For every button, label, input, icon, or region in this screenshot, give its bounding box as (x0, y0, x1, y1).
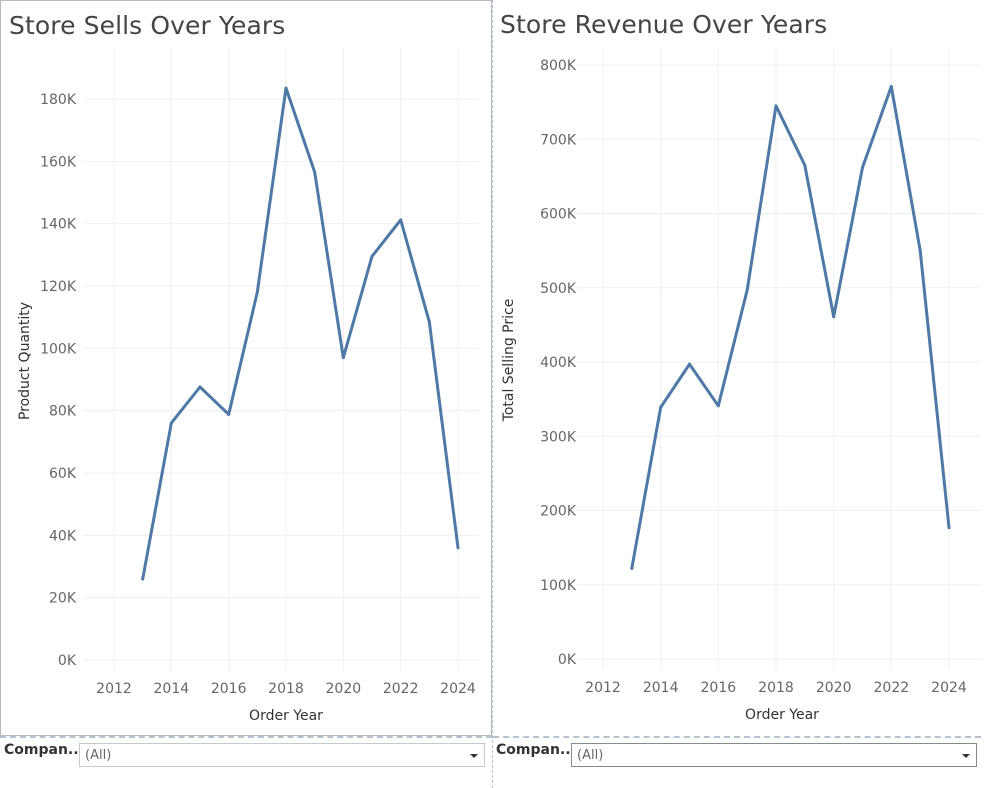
sells-chart-panel: Store Sells Over Years 0K 20K 40K 60K 80K 100… (0, 0, 492, 736)
x-tick-label: 2016 (701, 680, 737, 696)
y-tick-label: 180K (40, 92, 77, 108)
company-filter-dropdown[interactable]: (All) (79, 743, 485, 767)
x-tick-label: 2014 (154, 681, 190, 697)
y-tick-label: 300K (540, 429, 577, 445)
y-tick-label: 500K (540, 281, 577, 297)
x-tick-label: 2024 (931, 680, 967, 696)
y-tick-label: 80K (49, 404, 77, 420)
y-tick-label: 800K (540, 58, 577, 74)
y-tick-label: 100K (540, 578, 577, 594)
data-point (370, 254, 374, 258)
data-point (284, 86, 288, 90)
data-point (456, 546, 460, 550)
y-tick-label: 700K (540, 132, 577, 148)
y-axis-title: Product Quantity (17, 302, 33, 420)
x-tick-label: 2024 (440, 681, 476, 697)
company-filter-value: (All) (577, 748, 604, 763)
y-tick-label: 20K (49, 591, 77, 607)
x-tick-label: 2020 (816, 680, 852, 696)
panel-divider (492, 0, 493, 788)
y-tick-label: 160K (40, 154, 77, 170)
y-tick-label: 60K (49, 466, 77, 482)
x-tick-label: 2018 (758, 680, 794, 696)
x-tick-label: 2012 (585, 680, 621, 696)
x-tick-label: 2018 (268, 681, 304, 697)
data-point (716, 404, 720, 408)
x-axis-title: Order Year (249, 708, 323, 724)
x-tick-label: 2016 (211, 681, 247, 697)
series-line (630, 85, 951, 570)
y-tick-label: 400K (540, 355, 577, 371)
chevron-down-icon[interactable] (464, 744, 484, 766)
x-tick-label: 2012 (96, 681, 132, 697)
filter-divider (493, 736, 981, 738)
y-tick-label: 40K (49, 528, 77, 544)
data-point (169, 421, 173, 425)
company-filter-label: Compan.. (4, 742, 79, 758)
x-tick-label: 2020 (326, 681, 362, 697)
company-filter-dropdown[interactable]: (All) (571, 743, 977, 767)
x-tick-label: 2022 (874, 680, 910, 696)
data-point (947, 526, 951, 530)
y-tick-label: 120K (40, 279, 77, 295)
y-tick-label: 0K (558, 652, 577, 668)
y-tick-label: 140K (40, 217, 77, 233)
y-tick-label: 100K (40, 341, 77, 357)
data-point (861, 165, 864, 169)
data-point (774, 104, 778, 108)
data-point (659, 405, 663, 409)
data-point (803, 163, 807, 167)
data-point (141, 577, 145, 581)
data-point (745, 288, 749, 292)
y-tick-label: 200K (540, 504, 577, 520)
data-point (889, 85, 893, 89)
chart-title: Store Sells Over Years (9, 11, 286, 40)
data-point (918, 249, 922, 253)
x-tick-label: 2022 (383, 681, 419, 697)
chart-title: Store Revenue Over Years (500, 10, 828, 39)
x-axis-title: Order Year (745, 707, 819, 723)
data-point (198, 385, 202, 389)
data-point (427, 320, 431, 324)
chevron-down-icon[interactable] (956, 744, 976, 766)
data-point (255, 290, 259, 294)
data-point (630, 566, 634, 570)
company-filter-value: (All) (85, 748, 112, 763)
company-filter-label: Compan.. (496, 742, 571, 758)
data-point (227, 412, 231, 416)
y-tick-label: 0K (58, 653, 77, 669)
y-tick-label: 600K (540, 207, 577, 223)
data-point (832, 315, 836, 319)
revenue-line-chart: 0K 100K 200K 300K 400K 500K 600K 700K 800K 2012 20… (501, 47, 981, 723)
y-axis-title: Total Selling Price (501, 299, 517, 423)
series-line (141, 86, 460, 581)
data-point (688, 362, 691, 366)
revenue-chart-panel: Store Revenue Over Years 0K 100K 200K 300K 4… (493, 0, 997, 736)
x-tick-label: 2014 (643, 680, 679, 696)
filter-divider (0, 736, 492, 738)
data-point (399, 218, 403, 222)
data-point (341, 356, 345, 360)
data-point (313, 170, 317, 174)
sells-line-chart: 0K 20K 40K 60K 80K 100K 120K 140K 160K 180K 2012 20… (17, 48, 479, 724)
